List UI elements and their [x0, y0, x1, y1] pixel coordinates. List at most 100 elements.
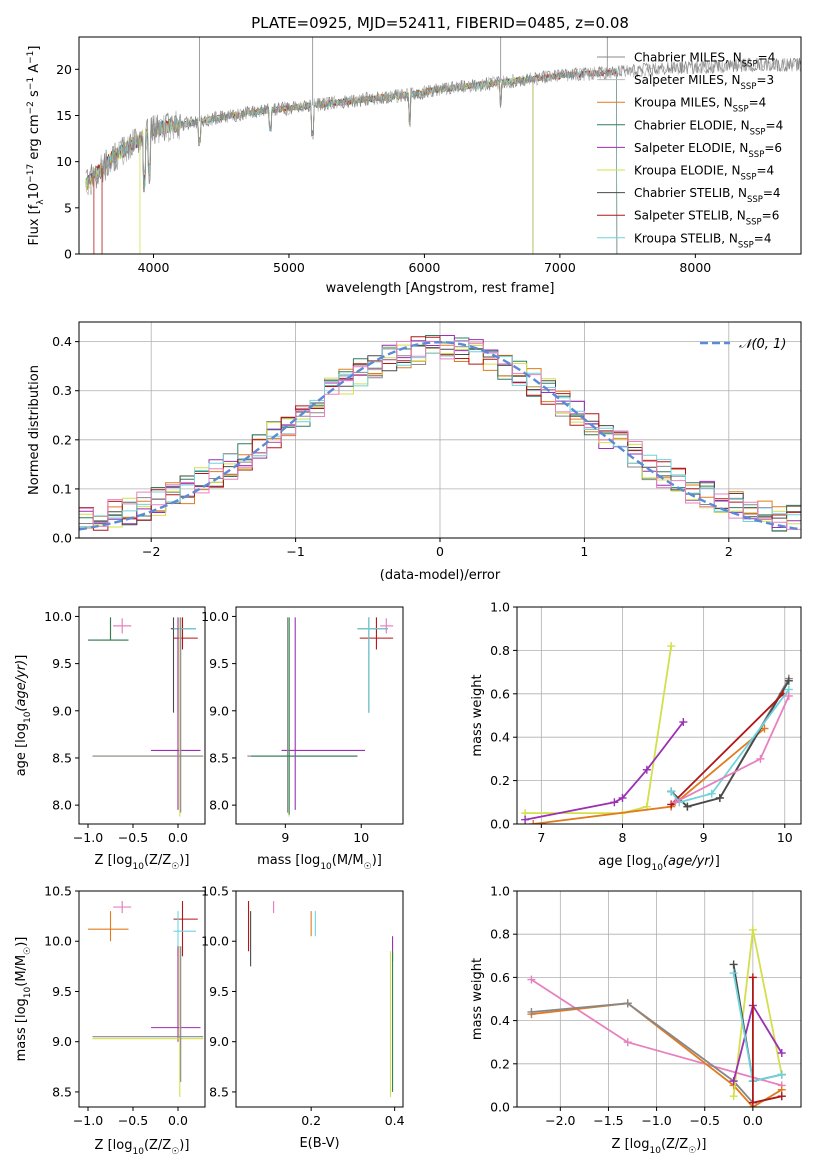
x-axis-label-part: (Z/Z: [144, 853, 171, 868]
y-tick-label: 0.4: [490, 1013, 510, 1028]
legend-label-text: Kroupa MILES, N: [634, 96, 733, 110]
x-tick-label: 1: [580, 544, 588, 559]
legend-label-text: Salpeter MILES, N: [634, 73, 741, 87]
y-tick-label: 8.5: [209, 1084, 229, 1099]
x-tick-label: 0.0: [743, 1113, 763, 1128]
y-axis-label: mass weight: [470, 958, 485, 1040]
normal-curve: [79, 340, 801, 531]
axes-frame: [78, 321, 802, 539]
y-axis-label: age [log10(age/yr)]: [14, 655, 33, 777]
x-tick-label: 7: [537, 830, 545, 845]
y-axis-label-part: (age/yr): [14, 660, 29, 712]
weight-series: [524, 721, 685, 821]
y-tick-label: 10.5: [44, 884, 72, 899]
y-tick-label: 10.5: [201, 884, 229, 899]
y-axis-label-part: )]: [14, 937, 29, 947]
legend-label-text: Salpeter ELODIE, N: [634, 141, 748, 155]
x-axis-label-part: Z [: [95, 1138, 113, 1153]
x-tick-label: 4000: [138, 260, 170, 275]
y-tick-label: 0.0: [52, 531, 72, 546]
x-axis-label-part: 10: [133, 862, 145, 872]
y-axis-label-part: λ: [36, 199, 46, 205]
x-axis-label-part: log: [630, 1137, 650, 1152]
x-axis-label-part: ]: [715, 854, 720, 869]
x-tick-label: −1: [286, 544, 304, 559]
x-tick-label: 8000: [679, 260, 711, 275]
y-tick-label: 9.0: [209, 1034, 229, 1049]
y-tick-label: 10.0: [201, 609, 229, 624]
y-tick-label: 10.0: [44, 934, 72, 949]
y-tick-label: 10.0: [44, 609, 72, 624]
y-axis-label: Flux [fλ10−17 erg cm−2 s−1 A−1]: [26, 46, 46, 246]
y-tick-label: 9.5: [52, 984, 72, 999]
y-tick-label: 10.0: [201, 934, 229, 949]
legend-label: Kroupa STELIB, NSSP=4: [634, 231, 772, 250]
spectrum-panel: 4000 5000 6000 7000 8000 0 5 10 15 20 Chabrier MIL…: [26, 36, 802, 296]
legend-label: Chabrier ELODIE, NSSP=4: [634, 118, 783, 137]
legend-label-sub: SSP: [741, 82, 757, 92]
y-tick-label: 15: [56, 108, 72, 123]
x-tick-label: 0.0: [168, 830, 188, 845]
y-axis-label-part: log: [14, 998, 29, 1018]
y-axis-label-part: −17: [26, 164, 36, 183]
x-axis-label-part: log: [300, 853, 320, 868]
y-tick-label: 8.5: [209, 750, 229, 765]
error-bars: [247, 617, 394, 817]
x-tick-label: −2: [142, 544, 160, 559]
legend-label: Salpeter MILES, NSSP=3: [634, 73, 774, 92]
weight-series: [670, 688, 790, 804]
legend-label: 𝒩(0, 1): [739, 337, 786, 352]
x-axis-label-part: Z [: [612, 1137, 630, 1152]
x-tick-label: 9: [700, 830, 708, 845]
x-axis-label: (data-model)/error: [380, 568, 501, 583]
axes-frame: [78, 36, 802, 255]
x-axis-label-part: E(B-V): [299, 1136, 339, 1151]
legend-label-value: =3: [756, 73, 774, 87]
x-axis-label-part: log: [632, 854, 652, 869]
histogram-series: [79, 340, 801, 530]
legend-label-value: =4: [749, 96, 767, 110]
x-axis-label-part: (Z/Z: [661, 1137, 688, 1152]
x-axis-label-part: ☉: [171, 862, 179, 872]
y-axis-label-part: mass weight: [470, 674, 485, 756]
y-tick-label: 0.1: [52, 481, 72, 496]
x-axis-label-part: 10: [320, 862, 332, 872]
legend-label-value: =6: [764, 141, 782, 155]
residuals-panel: −2 −1 0 1 2 0.0 0.1 0.2 0.3 0.4 𝒩(0, 1) (data-model…: [27, 321, 802, 583]
spectrum-series: [85, 67, 618, 254]
legend-label-sub: SSP: [748, 150, 764, 160]
axes-frame: [235, 890, 404, 1108]
y-axis-label-part: 10: [23, 711, 33, 723]
y-tick-label: 0.8: [490, 643, 510, 658]
x-axis-label-part: age [: [598, 854, 631, 869]
mass-vs-reddening-panel: 0.2 0.4 8.5 9.0 9.5 10.0 10.5 E(B-V): [201, 884, 404, 1152]
x-tick-label: −1.0: [73, 830, 103, 845]
x-axis-label-part: )]: [179, 853, 189, 868]
legend-label-text: Chabrier STELIB, N: [634, 186, 747, 200]
y-tick-label: 9.0: [52, 1034, 72, 1049]
y-tick-label: 8.5: [52, 1084, 72, 1099]
x-axis-label-part: 10: [133, 1147, 145, 1157]
legend-label-text: Salpeter STELIB, N: [634, 209, 746, 223]
x-axis-label-part: )]: [179, 1138, 189, 1153]
axes-frame: [235, 606, 404, 825]
y-tick-label: 0.8: [490, 927, 510, 942]
weight-lines: [521, 642, 793, 824]
axes-frame: [78, 890, 206, 1108]
legend-label-sub: SSP: [733, 105, 749, 115]
weight-lines: [527, 925, 786, 1107]
y-tick-label: 0.2: [490, 773, 510, 788]
x-axis-label-part: log: [113, 1138, 133, 1153]
x-axis-label-part: ☉: [171, 1147, 179, 1157]
y-axis-label-part: 10: [23, 986, 33, 998]
x-axis-label-part: ☉: [364, 862, 372, 872]
legend-label-value: =4: [756, 164, 774, 178]
legend-label-text: Kroupa ELODIE, N: [634, 164, 741, 178]
y-axis-label-part: Flux [f: [27, 204, 42, 245]
y-axis-label-part: A: [27, 64, 42, 77]
y-tick-label: 0.4: [490, 730, 510, 745]
mass-weight-vs-metallicity-panel: −2.0 −1.5 −1.0 −0.5 0.0 0.0 0.2 0.4 0.6 0.8 1.0 Z […: [470, 884, 802, 1156]
x-tick-label: −0.5: [118, 830, 148, 845]
y-tick-label: 0: [64, 247, 72, 262]
